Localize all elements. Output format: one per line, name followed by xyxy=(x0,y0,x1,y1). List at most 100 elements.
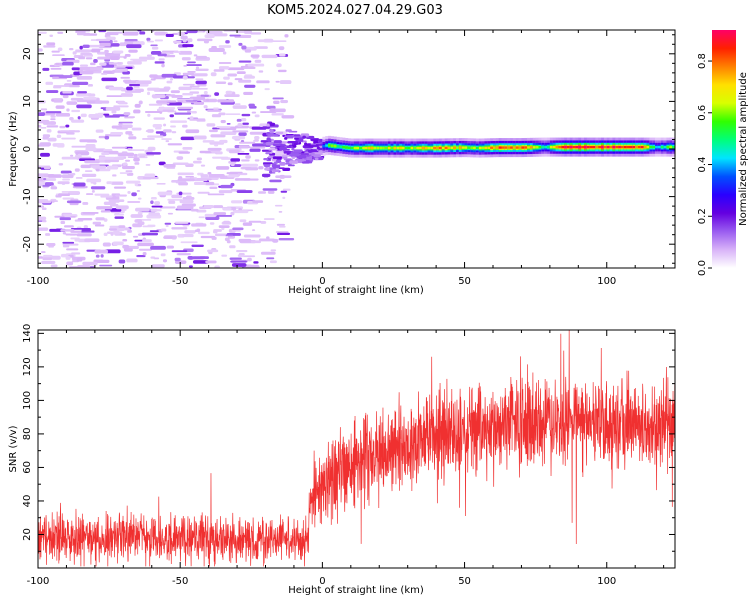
spectrogram-noise-cell xyxy=(65,233,78,236)
spectrogram-noise-cell xyxy=(134,182,138,187)
y-tick-label: 10 xyxy=(22,95,33,108)
spectrogram-noise-cell xyxy=(210,134,226,138)
spectrogram-noise-cell xyxy=(248,103,255,107)
spectrogram-signal-cell xyxy=(558,145,562,149)
spectrogram-signal-cell xyxy=(612,145,616,149)
spectrogram-noise-cell xyxy=(258,191,267,194)
spectrogram-noise-cell xyxy=(126,86,133,91)
spectrogram-signal-cell xyxy=(666,145,670,149)
spectrogram-noise-cell xyxy=(239,141,256,144)
spectrogram-noise-cell xyxy=(150,51,162,55)
spectrogram-noise-cell xyxy=(43,45,56,48)
spectrogram-noise-cell xyxy=(138,56,155,60)
spectrogram-noise-cell xyxy=(71,252,81,255)
spectrogram-signal-cell xyxy=(629,145,633,149)
spectrogram-signal-cell xyxy=(450,146,454,149)
spectrogram-noise-cell xyxy=(102,242,111,247)
spectrogram-signal-cell xyxy=(504,146,508,149)
colorbar-tick-label: 0.4 xyxy=(697,157,708,173)
spectrogram-noise-cell xyxy=(242,222,253,226)
spectrogram-signal-cell xyxy=(376,146,380,150)
spectrogram-noise-cell xyxy=(154,61,165,64)
spectrogram-noise-cell xyxy=(132,41,145,46)
spectrogram-signal-cell xyxy=(350,146,354,150)
spectrogram-noise-cell xyxy=(273,100,280,104)
spectrogram-noise-cell xyxy=(137,211,143,215)
spectrogram-noise-cell xyxy=(254,114,260,118)
spectrogram-noise-cell xyxy=(274,204,283,207)
spectrogram-noise-cell xyxy=(193,54,198,57)
spectrogram-noise-cell xyxy=(144,173,156,178)
spectrogram-signal-cell xyxy=(541,145,545,149)
spectrogram-signal-cell xyxy=(609,145,613,149)
spectrogram-noise-cell xyxy=(237,152,250,155)
spectrogram-signal-cell xyxy=(589,145,593,149)
spectrogram-noise-cell xyxy=(59,217,71,221)
spectrogram-noise-cell xyxy=(43,178,47,181)
spectrogram-noise-cell xyxy=(191,244,204,247)
spectrogram-noise-cell xyxy=(178,191,183,196)
spectrogram-noise-cell xyxy=(186,178,195,182)
spectrogram-transition-cell xyxy=(278,167,285,170)
spectrogram-noise-cell xyxy=(205,216,220,220)
spectrogram-noise-cell xyxy=(129,83,141,87)
spectrogram-noise-cell xyxy=(236,250,248,253)
spectrogram-signal-cell xyxy=(544,145,548,149)
spectrogram-noise-cell xyxy=(164,54,176,58)
spectrogram-transition-cell xyxy=(294,149,303,152)
spectrogram-signal-cell xyxy=(370,146,374,150)
spectrogram-noise-cell xyxy=(47,137,57,142)
spectrogram-noise-cell xyxy=(38,48,43,52)
spectrogram-noise-cell xyxy=(165,224,169,228)
spectrogram-noise-cell xyxy=(173,51,181,53)
spectrogram-noise-cell xyxy=(200,164,206,167)
spectrogram-noise-cell xyxy=(233,210,249,214)
spectrogram-noise-cell xyxy=(142,252,147,256)
spectrogram-noise-cell xyxy=(61,174,74,179)
spectrogram-noise-cell xyxy=(206,178,212,181)
spectrogram-noise-cell xyxy=(196,55,208,59)
spectrogram-noise-cell xyxy=(193,135,207,140)
spectrogram-noise-cell xyxy=(59,130,76,132)
spectrogram-noise-cell xyxy=(270,249,277,252)
spectrogram-signal-cell xyxy=(424,146,428,150)
spectrogram-noise-cell xyxy=(57,181,70,185)
spectrogram-noise-cell xyxy=(230,211,235,216)
spectrogram-signal-cell xyxy=(387,146,391,150)
spectrogram-noise-cell xyxy=(38,124,42,128)
spectrogram-signal-cell xyxy=(342,145,346,149)
spectrogram-noise-cell xyxy=(49,34,54,37)
spectrogram-noise-cell xyxy=(272,40,287,42)
spectrogram-noise-cell xyxy=(176,192,192,195)
spectrogram-noise-cell xyxy=(163,164,176,168)
spectrogram-noise-cell xyxy=(186,195,192,199)
spectrogram-noise-cell xyxy=(119,124,133,128)
spectrogram-noise-cell xyxy=(95,100,110,104)
spectrogram-noise-cell xyxy=(167,212,173,215)
spectrogram-noise-cell xyxy=(78,56,86,60)
spectrogram-noise-cell xyxy=(250,54,260,58)
spectrogram-noise-cell xyxy=(61,137,76,140)
spectrogram-noise-cell xyxy=(237,254,245,257)
spectrogram-signal-cell xyxy=(510,146,514,149)
spectrogram-noise-cell xyxy=(149,230,159,232)
spectrogram-noise-cell xyxy=(85,144,96,148)
spectrogram-noise-cell xyxy=(191,73,208,77)
spectrogram-noise-cell xyxy=(215,233,226,237)
spectrogram-noise-cell xyxy=(100,195,113,198)
spectrogram-noise-cell xyxy=(130,58,140,61)
spectrogram-signal-cell xyxy=(382,146,386,150)
spectrogram-noise-cell xyxy=(93,259,110,264)
spectrogram-noise-cell xyxy=(117,152,135,157)
spectrogram-noise-cell xyxy=(236,118,242,122)
spectrogram-noise-cell xyxy=(150,196,157,200)
spectrogram-signal-cell xyxy=(430,146,434,150)
spectrogram-noise-cell xyxy=(189,118,206,121)
spectrogram-transition-cell xyxy=(265,141,275,146)
spectrogram-noise-cell xyxy=(108,62,122,65)
spectrogram-noise-cell xyxy=(186,110,192,113)
spectrogram-noise-cell xyxy=(180,136,195,141)
spectrogram-noise-cell xyxy=(174,112,192,115)
spectrogram-noise-cell xyxy=(103,113,110,116)
spectrogram-noise-cell xyxy=(207,172,212,175)
